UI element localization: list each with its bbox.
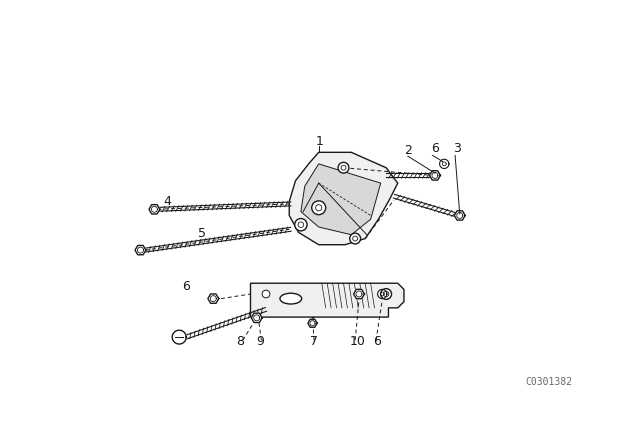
Circle shape (349, 233, 360, 244)
Circle shape (294, 219, 307, 231)
Polygon shape (301, 164, 381, 235)
Text: 7: 7 (310, 335, 318, 348)
Polygon shape (250, 283, 404, 317)
Circle shape (381, 289, 392, 299)
Polygon shape (252, 313, 262, 323)
Text: 1: 1 (316, 134, 323, 148)
Text: 9: 9 (257, 335, 264, 348)
Polygon shape (135, 246, 146, 255)
Polygon shape (454, 211, 465, 220)
Text: 3: 3 (454, 142, 461, 155)
Polygon shape (429, 171, 440, 180)
Polygon shape (208, 294, 219, 303)
Polygon shape (289, 152, 397, 245)
Circle shape (312, 201, 326, 215)
Text: C0301382: C0301382 (525, 377, 573, 387)
Polygon shape (308, 319, 317, 327)
Text: 8: 8 (237, 335, 244, 348)
Circle shape (338, 162, 349, 173)
Polygon shape (172, 330, 186, 344)
Polygon shape (353, 289, 364, 299)
Text: 5: 5 (198, 227, 206, 240)
Text: 10: 10 (349, 335, 365, 348)
Ellipse shape (280, 293, 301, 304)
Polygon shape (149, 205, 160, 214)
Text: 6: 6 (182, 280, 190, 293)
Text: 6: 6 (431, 142, 439, 155)
Text: 4: 4 (164, 195, 172, 208)
Text: 2: 2 (404, 144, 412, 157)
Circle shape (262, 290, 270, 298)
Text: 6: 6 (373, 335, 381, 348)
